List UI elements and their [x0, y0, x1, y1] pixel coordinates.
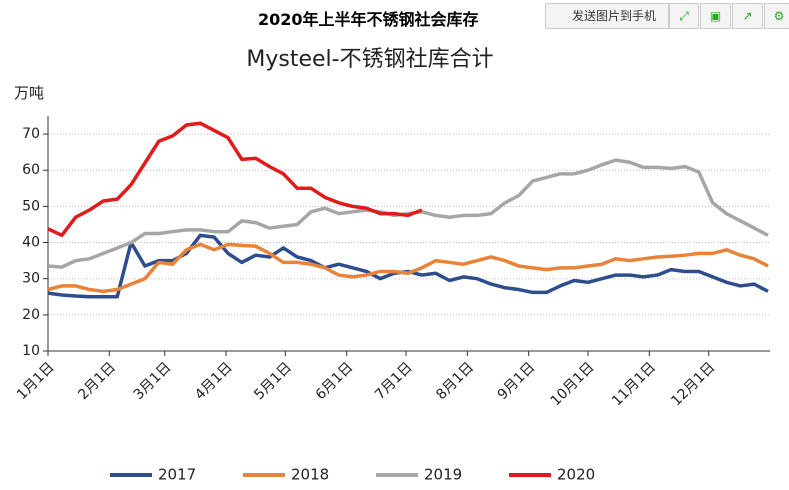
y-tick-label: 60	[22, 162, 40, 178]
share-button[interactable]: ↗	[732, 3, 763, 29]
y-tick-label: 70	[22, 126, 40, 142]
y-tick-label: 50	[22, 198, 40, 214]
legend-label: 2017	[158, 466, 196, 484]
x-tick-label: 2月1日	[75, 359, 119, 403]
x-tick-label: 10月1日	[548, 359, 598, 409]
series-line	[47, 158, 769, 269]
header-title: 2020年上半年不锈钢社会库存	[258, 10, 479, 29]
expand-button[interactable]: ⤢	[669, 3, 699, 29]
x-tick-label: 9月1日	[495, 359, 539, 403]
x-tick-label: 5月1日	[251, 359, 295, 403]
x-tick-label: 1月1日	[14, 359, 58, 403]
button-label: 发送图片到手机	[572, 9, 657, 23]
series-line	[47, 121, 423, 238]
y-tick-label: 20	[22, 307, 40, 323]
chart-title: Mysteel-不锈钢社库合计	[246, 47, 493, 72]
y-tick-label: 30	[22, 271, 40, 287]
legend-label: 2018	[291, 466, 329, 484]
x-tick-label: 3月1日	[131, 359, 175, 403]
save-button[interactable]: ▣	[700, 3, 731, 29]
x-tick-label: 7月1日	[372, 359, 416, 403]
series-line	[47, 233, 769, 299]
x-tick-label: 4月1日	[192, 359, 236, 403]
series-line	[47, 242, 769, 294]
x-tick-label: 6月1日	[313, 359, 357, 403]
legend-label: 2020	[557, 466, 595, 484]
y-tick-label: 10	[22, 343, 40, 359]
y-tick-label: 40	[22, 235, 40, 251]
legend-label: 2019	[424, 466, 462, 484]
x-tick-label: 8月1日	[433, 359, 477, 403]
x-tick-label: 12月1日	[668, 359, 718, 409]
y-axis-label: 万吨	[14, 84, 44, 102]
send-button[interactable]: 发送图片到手机	[545, 3, 669, 29]
x-tick-label: 11月1日	[609, 359, 659, 409]
settings-button[interactable]: ⚙	[764, 3, 789, 29]
